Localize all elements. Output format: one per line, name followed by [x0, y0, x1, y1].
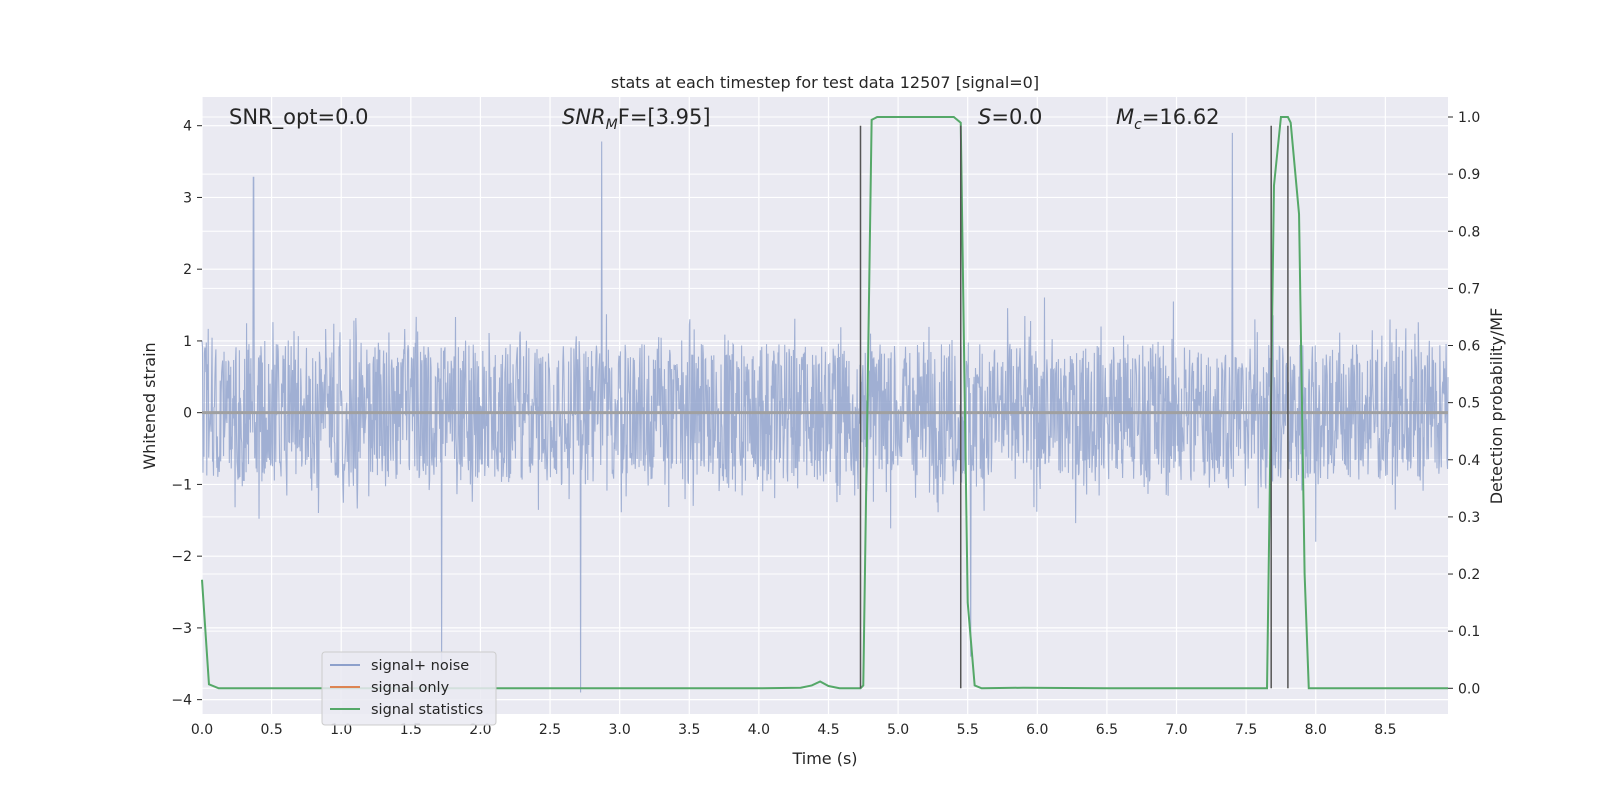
legend-label-stats: signal statistics — [371, 702, 483, 718]
x-tick-label-1: 0.5 — [260, 722, 282, 738]
y2-tick-label-1: 0.9 — [1458, 167, 1480, 183]
x-tick-label-2: 1.0 — [330, 722, 352, 738]
mc-rest: =16.62 — [1142, 105, 1220, 129]
x-tick-label-4: 2.0 — [469, 722, 491, 738]
x-tick-label-12: 6.0 — [1026, 722, 1048, 738]
mc-annotation: Mc=16.62 — [1116, 105, 1220, 133]
snr-mf-main: SNR — [562, 105, 606, 129]
legend-label-signal: signal only — [371, 680, 450, 696]
snr-mf-rest: F=[3.95] — [618, 105, 711, 129]
y-axis-label: Whitened strain — [140, 342, 159, 469]
y-tick-label-5: −1 — [171, 477, 192, 493]
y2-tick-label-0: 1.0 — [1458, 110, 1480, 126]
statistics-line — [201, 116, 1448, 690]
y2-tick-label-8: 0.2 — [1458, 567, 1480, 583]
mc-main: M — [1116, 105, 1134, 129]
y2-axis-label: Detection probability/MF — [1487, 308, 1506, 505]
x-tick-label-6: 3.0 — [609, 722, 631, 738]
y-tick-label-6: −2 — [171, 549, 192, 565]
x-tick-label-10: 5.0 — [887, 722, 909, 738]
x-tick-label-15: 7.5 — [1235, 722, 1257, 738]
y-tick-label-0: 4 — [183, 119, 192, 135]
vertical-markers — [859, 125, 1289, 689]
y2-tick-label-5: 0.5 — [1458, 396, 1480, 412]
statistics-series — [201, 116, 1448, 690]
snr-opt-annotation: SNR_opt=0.0 — [229, 105, 369, 130]
y-tick-label-7: −3 — [171, 621, 192, 637]
y-tick-label-8: −4 — [171, 693, 192, 709]
x-tick-label-8: 4.0 — [748, 722, 770, 738]
x-tick-label-13: 6.5 — [1096, 722, 1118, 738]
y2-tick-label-2: 0.8 — [1458, 224, 1480, 240]
y-tick-label-4: 0 — [183, 406, 192, 422]
y-tick-label-2: 2 — [183, 262, 192, 278]
snr-mf-annotation: SNRMF=[3.95] — [562, 105, 711, 133]
noise-line — [201, 132, 1449, 693]
s-annotation: S=0.0 — [978, 105, 1042, 129]
y2-tick-label-9: 0.1 — [1458, 624, 1480, 640]
x-tick-label-7: 3.5 — [678, 722, 700, 738]
y2-tick-label-7: 0.3 — [1458, 510, 1480, 526]
x-tick-label-9: 4.5 — [817, 722, 839, 738]
x-axis-label: Time (s) — [791, 749, 857, 768]
y2-tick-label-6: 0.4 — [1458, 453, 1480, 469]
x-tick-label-16: 8.0 — [1305, 722, 1327, 738]
mc-sub: c — [1134, 117, 1142, 133]
legend-label-noise: signal+ noise — [371, 658, 469, 674]
snr-mf-sub: M — [606, 117, 618, 133]
chart-title: stats at each timestep for test data 125… — [611, 73, 1039, 92]
x-tick-label-3: 1.5 — [400, 722, 422, 738]
y-tick-label-1: 3 — [183, 190, 192, 206]
x-tick-label-5: 2.5 — [539, 722, 561, 738]
tick-labels: 0.0 0.5 1.0 1.5 2.0 2.5 3.0 3.5 4.0 4.5 5.0 5.5 6.0 6… — [171, 110, 1480, 738]
y2-tick-label-4: 0.6 — [1458, 339, 1480, 355]
x-tick-label-14: 7.0 — [1165, 722, 1187, 738]
y2-tick-label-10: 0.0 — [1458, 681, 1480, 697]
legend: signal+ noise signal only signal statist… — [321, 651, 497, 726]
noise-series — [201, 132, 1449, 693]
y2-tick-label-3: 0.7 — [1458, 281, 1480, 297]
x-tick-label-11: 5.5 — [957, 722, 979, 738]
x-tick-label-17: 8.5 — [1374, 722, 1396, 738]
s-main: S — [978, 105, 991, 129]
legend-box — [321, 651, 497, 726]
y-tick-label-3: 1 — [183, 334, 192, 350]
x-tick-label-0: 0.0 — [191, 722, 213, 738]
s-rest: =0.0 — [991, 105, 1042, 129]
